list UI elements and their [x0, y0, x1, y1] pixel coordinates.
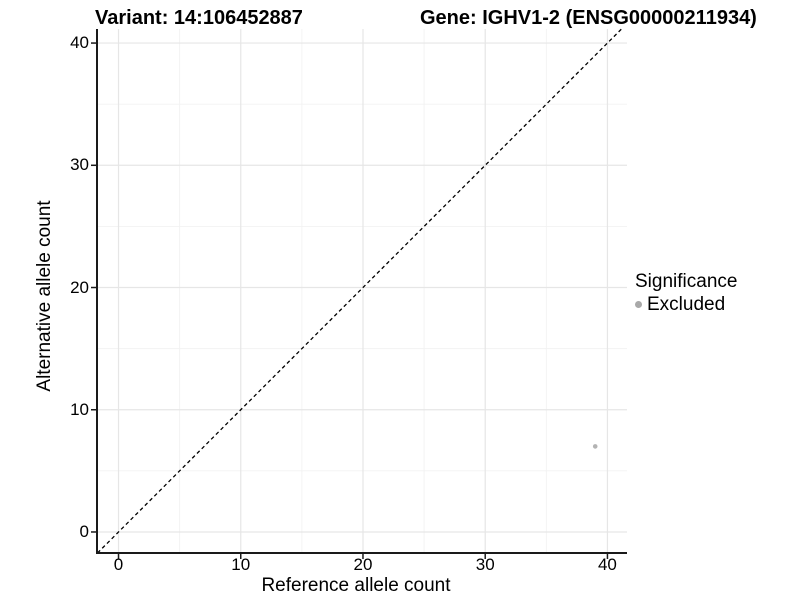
- identity-dashed-line: [97, 28, 622, 554]
- legend-title: Significance: [635, 271, 738, 292]
- y-tick-label: 0: [79, 521, 89, 541]
- x-tick-label: 20: [353, 555, 373, 574]
- y-tick-label: 20: [70, 277, 89, 297]
- y-tick-label: 10: [70, 399, 89, 419]
- plot-title-gene: Gene: IGHV1-2 (ENSG00000211934): [420, 7, 757, 29]
- legend: Significance Excluded: [635, 271, 737, 315]
- x-tick-label: 10: [231, 555, 251, 574]
- y-tick-label: 40: [70, 33, 89, 53]
- y-axis-title: Alternative allele count: [34, 200, 55, 392]
- legend-point-icon: [635, 301, 642, 308]
- x-tick-label: 30: [475, 555, 495, 574]
- x-tick-label: 40: [597, 555, 617, 574]
- legend-item-label: Excluded: [647, 294, 726, 315]
- data-point-excluded: [592, 444, 598, 449]
- y-tick-label: 30: [70, 155, 89, 175]
- x-tick-label: 0: [113, 555, 124, 574]
- legend-item-excluded: Excluded: [635, 294, 737, 315]
- x-axis-title: Reference allele count: [261, 575, 451, 596]
- plot-title-variant: Variant: 14:106452887: [95, 7, 303, 29]
